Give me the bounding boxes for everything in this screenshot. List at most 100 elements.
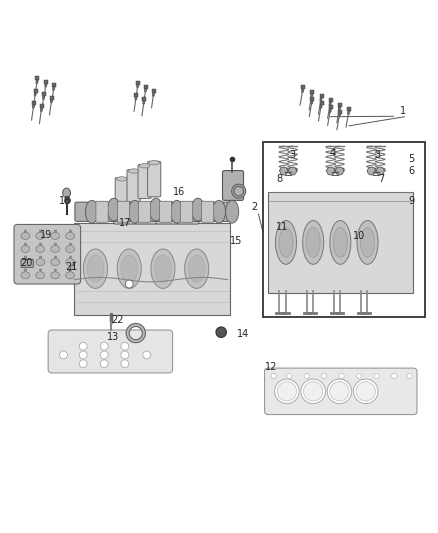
Ellipse shape — [188, 255, 205, 282]
Ellipse shape — [333, 228, 347, 257]
Ellipse shape — [279, 228, 293, 257]
Circle shape — [79, 342, 87, 350]
Circle shape — [286, 374, 292, 378]
Circle shape — [376, 167, 384, 175]
Text: 2: 2 — [251, 203, 257, 212]
Ellipse shape — [36, 272, 45, 279]
Text: 22: 22 — [111, 315, 124, 325]
Ellipse shape — [212, 200, 226, 223]
FancyBboxPatch shape — [265, 368, 417, 415]
Ellipse shape — [303, 221, 324, 264]
Ellipse shape — [151, 249, 175, 288]
Circle shape — [289, 167, 297, 175]
Ellipse shape — [21, 272, 30, 279]
FancyBboxPatch shape — [138, 201, 151, 222]
Text: 20: 20 — [20, 258, 32, 268]
Text: 4: 4 — [330, 148, 336, 158]
Ellipse shape — [85, 200, 99, 223]
Circle shape — [60, 351, 67, 359]
Circle shape — [121, 342, 129, 350]
Ellipse shape — [120, 206, 130, 215]
Text: 3: 3 — [290, 150, 296, 160]
Polygon shape — [74, 223, 230, 314]
Text: 8: 8 — [276, 174, 283, 184]
Ellipse shape — [128, 200, 141, 223]
Circle shape — [304, 382, 323, 401]
Circle shape — [357, 374, 362, 378]
FancyBboxPatch shape — [180, 201, 193, 222]
FancyBboxPatch shape — [96, 201, 108, 222]
Ellipse shape — [117, 177, 127, 181]
FancyBboxPatch shape — [127, 169, 140, 202]
FancyBboxPatch shape — [75, 202, 234, 221]
Text: 18: 18 — [59, 196, 71, 206]
Circle shape — [277, 382, 297, 401]
FancyBboxPatch shape — [14, 224, 81, 284]
Ellipse shape — [155, 255, 171, 282]
Ellipse shape — [36, 232, 45, 239]
Circle shape — [100, 342, 108, 350]
Ellipse shape — [360, 228, 374, 257]
FancyBboxPatch shape — [21, 260, 33, 268]
Text: 7: 7 — [378, 174, 384, 184]
Ellipse shape — [36, 246, 45, 253]
Ellipse shape — [170, 200, 184, 223]
Ellipse shape — [63, 188, 71, 198]
Ellipse shape — [121, 255, 138, 282]
Text: 5: 5 — [409, 154, 415, 164]
Ellipse shape — [139, 164, 150, 168]
Text: 21: 21 — [65, 262, 77, 272]
Circle shape — [125, 280, 133, 288]
Circle shape — [79, 360, 87, 368]
Text: 1: 1 — [400, 106, 406, 116]
Circle shape — [280, 167, 288, 175]
Circle shape — [336, 167, 343, 175]
Circle shape — [407, 374, 412, 378]
Ellipse shape — [83, 249, 107, 288]
Ellipse shape — [107, 198, 120, 221]
Circle shape — [301, 379, 325, 403]
Circle shape — [121, 351, 129, 359]
Circle shape — [374, 374, 379, 378]
FancyBboxPatch shape — [114, 207, 136, 224]
Ellipse shape — [21, 232, 30, 239]
Ellipse shape — [51, 259, 60, 265]
Text: 11: 11 — [276, 222, 289, 232]
Circle shape — [100, 360, 108, 368]
FancyBboxPatch shape — [159, 201, 172, 222]
Circle shape — [321, 374, 327, 378]
Ellipse shape — [128, 169, 139, 173]
Text: 12: 12 — [265, 362, 278, 372]
Ellipse shape — [21, 246, 30, 253]
Ellipse shape — [149, 160, 159, 165]
Circle shape — [79, 351, 87, 359]
FancyBboxPatch shape — [138, 165, 151, 199]
Text: 6: 6 — [409, 166, 415, 176]
Text: 9: 9 — [409, 196, 415, 206]
Circle shape — [367, 167, 375, 175]
Circle shape — [121, 360, 129, 368]
FancyBboxPatch shape — [115, 177, 128, 206]
Bar — [263, 142, 425, 317]
FancyBboxPatch shape — [156, 207, 178, 224]
Circle shape — [100, 351, 108, 359]
FancyBboxPatch shape — [268, 192, 413, 293]
Ellipse shape — [330, 221, 351, 264]
Text: 19: 19 — [40, 230, 52, 240]
Circle shape — [339, 374, 344, 378]
Circle shape — [356, 382, 375, 401]
Ellipse shape — [66, 246, 74, 253]
Circle shape — [353, 379, 378, 403]
Circle shape — [327, 379, 352, 403]
Text: 17: 17 — [119, 217, 131, 228]
Ellipse shape — [51, 232, 60, 239]
Circle shape — [216, 327, 226, 337]
Ellipse shape — [51, 272, 60, 279]
Ellipse shape — [226, 200, 239, 223]
FancyBboxPatch shape — [177, 207, 199, 224]
FancyBboxPatch shape — [135, 207, 157, 224]
Ellipse shape — [51, 246, 60, 253]
Circle shape — [143, 351, 151, 359]
FancyBboxPatch shape — [148, 161, 161, 197]
FancyBboxPatch shape — [48, 330, 173, 373]
